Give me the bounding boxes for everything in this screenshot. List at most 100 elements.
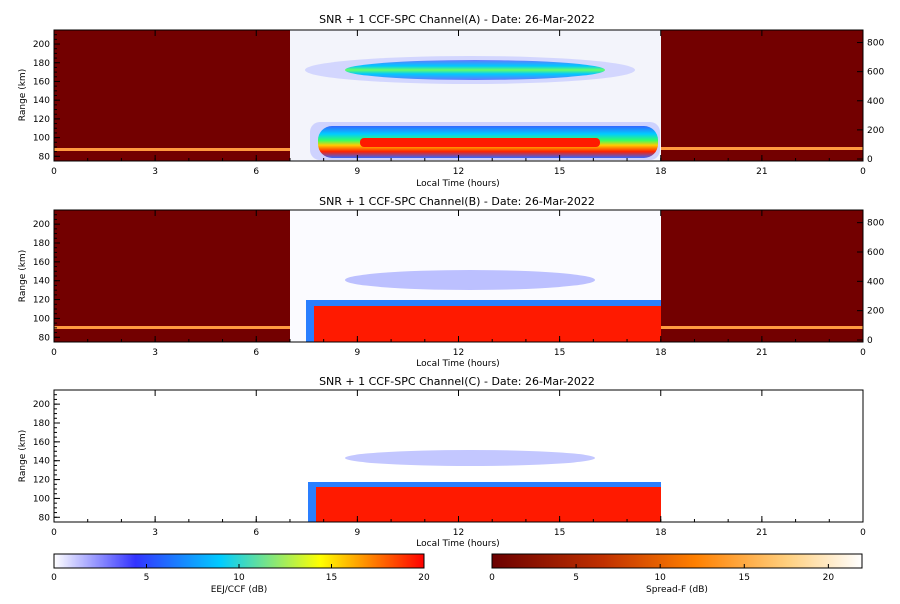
colorbar-spreadf: 0 5 10 15 20 Spread-F (dB) — [489, 553, 863, 595]
right-tick-label: 200 — [867, 307, 884, 317]
colorbar-eej: 0 5 10 15 20 EEJ/CCF (dB) — [51, 553, 430, 595]
panel-b-xlabel: Local Time (hours) — [416, 359, 499, 369]
right-tick-label: 800 — [867, 39, 884, 49]
y-tick-label: 200 — [33, 220, 50, 230]
y-tick-label: 100 — [33, 494, 50, 504]
panel-c-ylabel: Range (km) — [18, 430, 28, 482]
x-tick-label: 18 — [655, 528, 667, 538]
colorbar-tick-label: 15 — [326, 573, 337, 583]
panel-b-night-bg-left — [54, 210, 290, 342]
y-tick-label: 120 — [33, 476, 50, 486]
y-tick-label: 180 — [33, 419, 50, 429]
y-tick-label: 120 — [33, 115, 50, 125]
panel-b-title: SNR + 1 CCF-SPC Channel(B) - Date: 26-Ma… — [319, 195, 595, 208]
x-tick-label: 12 — [453, 167, 464, 177]
x-tick-label: 21 — [756, 167, 767, 177]
panel-a-spreadf-line-2 — [661, 147, 863, 150]
panel-a: SNR + 1 CCF-SPC Channel(A) - Date: 26-Ma… — [18, 13, 884, 189]
x-tick-label: 12 — [453, 528, 464, 538]
y-tick-label: 160 — [33, 258, 50, 268]
right-tick-label: 200 — [867, 126, 884, 136]
colorbar-tick-label: 5 — [573, 573, 579, 583]
panel-c-upper-echo — [345, 450, 595, 466]
panel-a-ylabel: Range (km) — [18, 69, 28, 121]
x-tick-label: 21 — [756, 528, 767, 538]
panel-b-ylabel: Range (km) — [18, 250, 28, 302]
x-tick-label: 3 — [152, 348, 158, 358]
x-tick-label: 9 — [355, 528, 361, 538]
colorbar-tick-label: 15 — [739, 573, 750, 583]
right-tick-label: 600 — [867, 248, 884, 258]
colorbar-eej-label: EEJ/CCF (dB) — [211, 585, 268, 595]
x-tick-label: 15 — [554, 528, 565, 538]
x-tick-label: 15 — [554, 167, 565, 177]
colorbar-tick-label: 10 — [654, 573, 666, 583]
colorbar-tick-label: 5 — [144, 573, 150, 583]
x-tick-label: 3 — [152, 528, 158, 538]
y-tick-label: 200 — [33, 40, 50, 50]
right-tick-label: 400 — [867, 97, 884, 107]
y-tick-label: 100 — [33, 314, 50, 324]
colorbar-tick-label: 0 — [51, 573, 57, 583]
panel-b-eej-core — [314, 306, 661, 342]
colorbar-spreadf-label: Spread-F (dB) — [646, 585, 708, 595]
y-tick-label: 200 — [33, 400, 50, 410]
panel-a-night-bg-right — [661, 30, 863, 161]
panel-a-axes: 0 3 6 9 12 15 18 21 0801001201401601802000200400… — [33, 30, 884, 177]
right-tick-label: 600 — [867, 68, 884, 78]
right-tick-label: 800 — [867, 219, 884, 229]
y-tick-label: 140 — [33, 457, 50, 467]
y-tick-label: 160 — [33, 438, 50, 448]
y-tick-label: 140 — [33, 96, 50, 106]
x-tick-label: 6 — [253, 528, 259, 538]
x-tick-label: 0 — [860, 348, 866, 358]
x-tick-label: 9 — [355, 348, 361, 358]
x-tick-label: 0 — [51, 348, 57, 358]
panel-b: SNR + 1 CCF-SPC Channel(B) - Date: 26-Ma… — [18, 195, 884, 369]
panel-b-night-bg-right — [661, 210, 863, 342]
panel-a-title: SNR + 1 CCF-SPC Channel(A) - Date: 26-Ma… — [319, 13, 595, 26]
x-tick-label: 9 — [355, 167, 361, 177]
colorbar-spreadf-gradient — [491, 553, 863, 569]
panel-b-upper-echo — [345, 270, 595, 290]
panel-a-upper-echo — [345, 60, 605, 80]
x-tick-label: 0 — [860, 167, 866, 177]
colorbar-tick-label: 20 — [823, 573, 835, 583]
x-tick-label: 3 — [152, 167, 158, 177]
y-tick-label: 160 — [33, 77, 50, 87]
y-tick-label: 80 — [39, 333, 51, 343]
x-tick-label: 12 — [453, 348, 464, 358]
y-tick-label: 80 — [39, 152, 51, 162]
panel-b-spreadf-line-2 — [661, 326, 863, 329]
right-tick-label: 0 — [867, 336, 873, 346]
x-tick-label: 0 — [860, 528, 866, 538]
colorbar-tick-label: 0 — [489, 573, 495, 583]
x-tick-label: 6 — [253, 167, 259, 177]
panel-b-axes: 0 3 6 9 12 15 18 21 0801001201401601802000200400… — [33, 210, 884, 358]
panel-a-eej-core — [360, 138, 600, 147]
colorbar-spreadf-ticks: 0 5 10 15 20 — [489, 564, 834, 583]
right-tick-label: 400 — [867, 277, 884, 287]
x-tick-label: 18 — [655, 167, 667, 177]
x-tick-label: 15 — [554, 348, 565, 358]
y-tick-label: 180 — [33, 239, 50, 249]
y-tick-label: 100 — [33, 134, 50, 144]
y-tick-label: 120 — [33, 296, 50, 306]
panel-a-night-bg-left — [54, 30, 290, 161]
y-tick-label: 180 — [33, 59, 50, 69]
right-tick-label: 0 — [867, 155, 873, 165]
x-tick-label: 18 — [655, 348, 667, 358]
colorbar-tick-label: 10 — [233, 573, 245, 583]
y-tick-label: 140 — [33, 277, 50, 287]
panel-c-eej-core — [316, 487, 661, 522]
x-tick-label: 0 — [51, 167, 57, 177]
x-tick-label: 6 — [253, 348, 259, 358]
x-tick-label: 0 — [51, 528, 57, 538]
colorbar-eej-ticks: 0 5 10 15 20 — [51, 564, 430, 583]
panel-b-spreadf-line — [54, 326, 290, 329]
x-tick-label: 21 — [756, 348, 767, 358]
colorbar-tick-label: 20 — [418, 573, 430, 583]
panel-a-spreadf-line — [54, 148, 290, 151]
